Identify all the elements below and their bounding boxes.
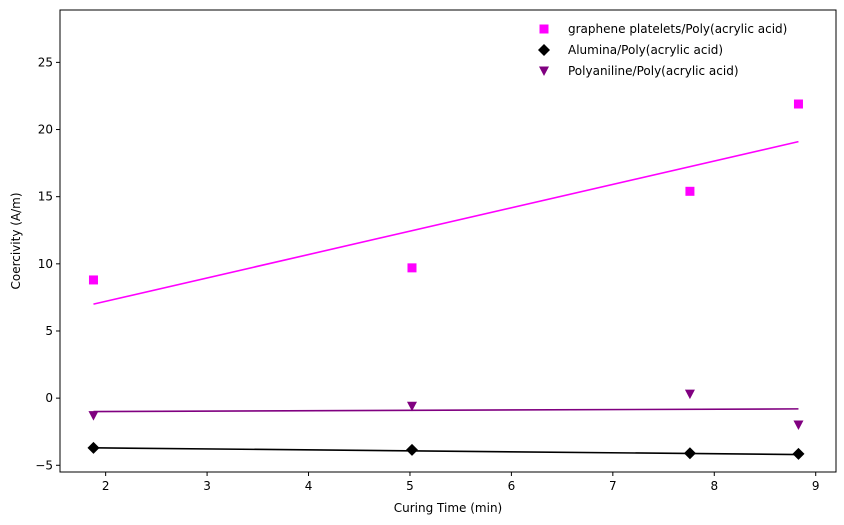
data-points	[87, 99, 805, 460]
data-point-2-3	[683, 447, 696, 460]
data-point-2-1	[87, 441, 100, 454]
legend-marker-2	[538, 44, 550, 56]
legend-label-1: graphene platelets/Poly(acrylic acid)	[568, 22, 787, 36]
x-tick-label: 2	[102, 479, 110, 493]
y-axis: −5 0 5 10 15 20 25	[35, 55, 60, 472]
legend-label-3: Polyaniline/Poly(acrylic acid)	[568, 64, 739, 78]
y-tick-label: 15	[38, 190, 53, 204]
y-tick-label: 25	[38, 55, 53, 69]
plot-frame	[59, 9, 837, 473]
legend-label-2: Alumina/Poly(acrylic acid)	[568, 43, 723, 57]
y-axis-label: Coercivity (A/m)	[9, 192, 23, 289]
y-tick-label: 20	[38, 123, 53, 137]
x-tick-label: 4	[305, 479, 313, 493]
data-point-3-4	[793, 420, 804, 430]
y-tick-label: 0	[45, 391, 53, 405]
data-point-1-3	[685, 186, 695, 196]
x-tick-label: 9	[812, 479, 820, 493]
legend: graphene platelets/Poly(acrylic acid) Alu…	[538, 22, 787, 78]
data-point-2-4	[792, 447, 805, 460]
x-tick-label: 7	[609, 479, 617, 493]
x-tick-label: 8	[710, 479, 718, 493]
x-axis: 2 3 4 5 6 7 8 9	[102, 472, 820, 493]
fit-lines	[93, 140, 799, 456]
x-tick-label: 5	[406, 479, 414, 493]
legend-marker-3	[539, 66, 549, 76]
x-tick-label: 3	[203, 479, 211, 493]
data-point-3-2	[406, 401, 417, 412]
data-point-3-1	[88, 411, 99, 421]
legend-marker-1	[539, 24, 549, 34]
fit-line-3	[93, 408, 799, 413]
data-point-2-2	[405, 443, 418, 456]
data-point-1-4	[793, 99, 803, 109]
data-point-1-1	[88, 275, 98, 285]
data-point-1-2	[407, 263, 417, 273]
y-tick-label: 5	[45, 324, 53, 338]
fit-line-2	[93, 447, 799, 456]
y-tick-label: −5	[35, 458, 53, 472]
fit-line-1	[93, 140, 799, 305]
y-tick-label: 10	[38, 257, 53, 271]
x-tick-label: 6	[508, 479, 516, 493]
data-point-3-3	[684, 389, 695, 400]
x-axis-label: Curing Time (min)	[394, 501, 502, 515]
